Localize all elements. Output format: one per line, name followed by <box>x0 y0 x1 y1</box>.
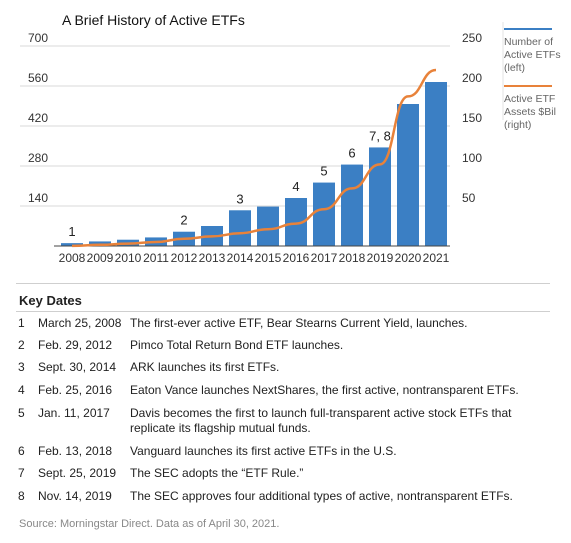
divider-key-dates <box>16 311 550 312</box>
event-description: The SEC approves four additional types o… <box>130 489 513 503</box>
event-number: 8 <box>18 489 25 503</box>
x-tick-label: 2008 <box>59 251 86 265</box>
event-description: Vanguard launches its first active ETFs … <box>130 444 397 458</box>
bar <box>313 182 335 246</box>
y-right-tick-label: 50 <box>462 191 476 205</box>
x-tick-label: 2020 <box>395 251 422 265</box>
x-tick-label: 2019 <box>367 251 394 265</box>
event-marker-label: 5 <box>320 164 327 179</box>
divider-top <box>16 283 550 284</box>
event-marker-label: 1 <box>68 224 75 239</box>
legend-swatch-bars <box>504 28 552 30</box>
legend-label-line: Active ETF Assets $Bil (right) <box>504 93 556 131</box>
event-date: Nov. 14, 2019 <box>38 489 112 503</box>
chart-legend: Number of Active ETFs (left) Active ETF … <box>504 28 566 142</box>
event-number: 2 <box>18 338 25 352</box>
x-tick-label: 2017 <box>311 251 338 265</box>
event-number: 4 <box>18 383 25 397</box>
x-tick-label: 2018 <box>339 251 366 265</box>
bar <box>425 82 447 246</box>
y-left-tick-label: 140 <box>28 191 48 205</box>
key-dates-title: Key Dates <box>19 293 82 308</box>
y-left-tick-label: 280 <box>28 151 48 165</box>
event-number: 6 <box>18 444 25 458</box>
y-right-tick-label: 250 <box>462 31 482 45</box>
legend-entry-bars: Number of Active ETFs (left) <box>504 28 566 75</box>
event-description: Pimco Total Return Bond ETF launches. <box>130 338 344 352</box>
chart-title: A Brief History of Active ETFs <box>62 12 245 28</box>
legend-entry-line: Active ETF Assets $Bil (right) <box>504 85 566 132</box>
x-tick-label: 2021 <box>423 251 450 265</box>
x-tick-label: 2010 <box>115 251 142 265</box>
event-date: March 25, 2008 <box>38 316 122 330</box>
event-marker-label: 6 <box>348 146 355 161</box>
x-tick-label: 2015 <box>255 251 282 265</box>
event-description: Eaton Vance launches NextShares, the fir… <box>130 383 519 397</box>
event-date: Sept. 25, 2019 <box>38 466 117 480</box>
bar <box>369 147 391 246</box>
y-left-tick-label: 420 <box>28 111 48 125</box>
x-tick-label: 2009 <box>87 251 114 265</box>
bar <box>257 206 279 246</box>
event-number: 5 <box>18 406 25 420</box>
bar <box>285 198 307 246</box>
legend-label-bars: Number of Active ETFs (left) <box>504 36 561 74</box>
assets-line <box>71 68 437 248</box>
legend-swatch-line <box>504 85 552 87</box>
bar <box>61 243 83 246</box>
bar <box>341 164 363 246</box>
event-number: 7 <box>18 466 25 480</box>
event-description: The first-ever active ETF, Bear Stearns … <box>130 316 468 330</box>
event-marker-label: 3 <box>236 191 243 206</box>
event-date: Jan. 11, 2017 <box>38 406 110 420</box>
y-left-tick-label: 560 <box>28 71 48 85</box>
x-tick-label: 2016 <box>283 251 310 265</box>
event-date: Feb. 25, 2016 <box>38 383 113 397</box>
x-tick-label: 2012 <box>171 251 198 265</box>
bar <box>397 104 419 246</box>
y-left-tick-label: 700 <box>28 31 48 45</box>
event-description: ARK launches its first ETFs. <box>130 360 280 374</box>
y-right-tick-label: 200 <box>462 71 482 85</box>
y-right-tick-label: 100 <box>462 151 482 165</box>
event-number: 3 <box>18 360 25 374</box>
event-date: Feb. 29, 2012 <box>38 338 113 352</box>
x-tick-label: 2011 <box>143 251 169 265</box>
event-marker-label: 7, 8 <box>369 128 391 143</box>
event-number: 1 <box>18 316 25 330</box>
event-date: Feb. 13, 2018 <box>38 444 113 458</box>
source-note: Source: Morningstar Direct. Data as of A… <box>19 518 280 530</box>
event-description: Davis becomes the first to launch full-t… <box>130 406 512 435</box>
event-marker-label: 2 <box>180 213 187 228</box>
x-tick-label: 2013 <box>199 251 226 265</box>
event-date: Sept. 30, 2014 <box>38 360 117 374</box>
bar <box>229 210 251 246</box>
event-marker-label: 4 <box>292 179 299 194</box>
y-right-tick-label: 150 <box>462 111 482 125</box>
x-tick-label: 2014 <box>227 251 254 265</box>
event-description: The SEC adopts the “ETF Rule.” <box>130 466 304 480</box>
